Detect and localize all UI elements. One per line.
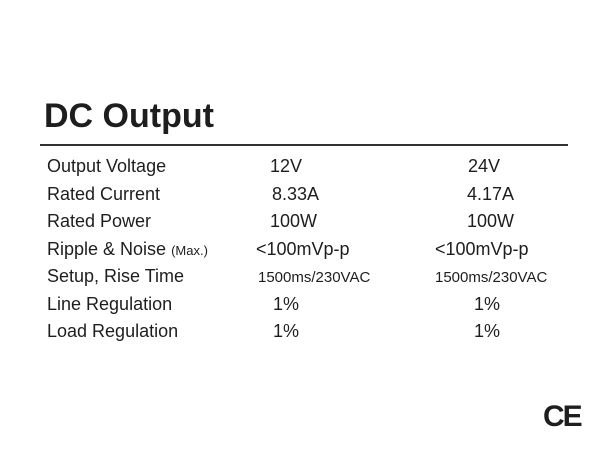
value-12v: 1% xyxy=(273,293,300,314)
row-label: Rated Current xyxy=(47,183,160,205)
value-24v: 1% xyxy=(474,293,501,314)
label-text: Rated Current xyxy=(47,183,161,204)
label-text: Load Regulation xyxy=(47,321,179,341)
label-text: Setup, Rise Time xyxy=(47,266,185,286)
value-24v: 1% xyxy=(474,321,501,341)
value-24v: 100W xyxy=(467,211,515,231)
value-24v: <100mVp-p xyxy=(435,238,529,259)
value-12v: 1% xyxy=(273,321,300,341)
row-label: Line Regulation xyxy=(47,293,172,315)
value-12v: 8.33A xyxy=(272,183,320,204)
row-label: Load Regulation xyxy=(47,320,178,342)
divider xyxy=(40,144,568,146)
label-text: Line Regulation xyxy=(47,293,173,314)
label-text: Ripple & Noise xyxy=(47,238,167,259)
value-12v: 100W xyxy=(270,211,318,231)
title: DC Output xyxy=(44,97,214,135)
value-12v: <100mVp-p xyxy=(256,238,350,259)
value-24v: 1500ms/230VAC xyxy=(435,269,548,286)
row-label: Rated Power xyxy=(47,210,151,232)
ce-mark: CE xyxy=(543,400,583,433)
value-12v: 1500ms/230VAC xyxy=(258,269,371,286)
label-note: (Max.) xyxy=(171,242,208,258)
row-label: Output Voltage xyxy=(47,155,166,177)
label-text: Output Voltage xyxy=(47,156,167,176)
value-12v: 12V xyxy=(270,156,303,176)
value-24v: 24V xyxy=(468,156,501,176)
row-label: Setup, Rise Time xyxy=(47,265,184,287)
label-text: Rated Power xyxy=(47,211,152,231)
value-24v: 4.17A xyxy=(467,183,515,204)
row-label: Ripple & Noise (Max.) xyxy=(47,238,208,262)
